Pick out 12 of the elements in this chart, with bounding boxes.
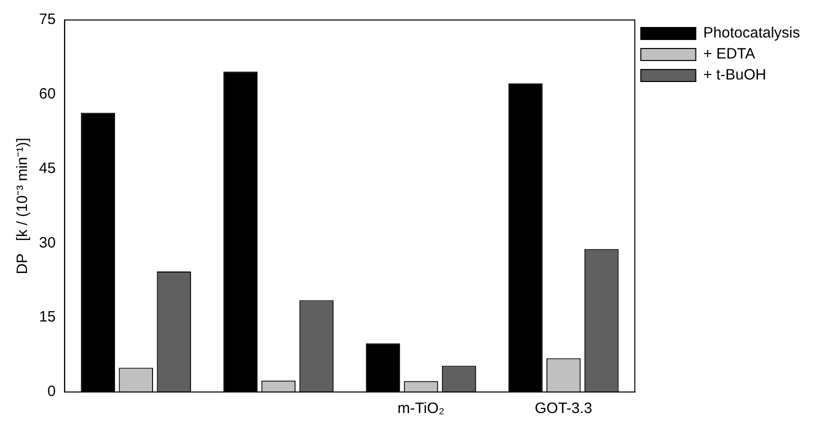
legend-label: + t-BuOH: [703, 66, 766, 84]
x-tick-label: GOT-3.3: [534, 400, 592, 418]
y-tick-label: 30: [38, 234, 56, 252]
y-tick-label: 0: [47, 383, 56, 400]
legend-label: + EDTA: [703, 46, 756, 63]
y-tick-label: 45: [38, 160, 56, 177]
y-tick-label: 15: [38, 308, 56, 326]
y-tick-label: 75: [38, 11, 56, 28]
x-tick-label: m-TiO₂: [398, 400, 445, 418]
y-tick-label: 60: [38, 86, 56, 103]
y-axis-title: DP [k / (10⁻³ min⁻¹)]: [14, 138, 32, 274]
legend-label: Photocatalysis: [703, 24, 800, 42]
